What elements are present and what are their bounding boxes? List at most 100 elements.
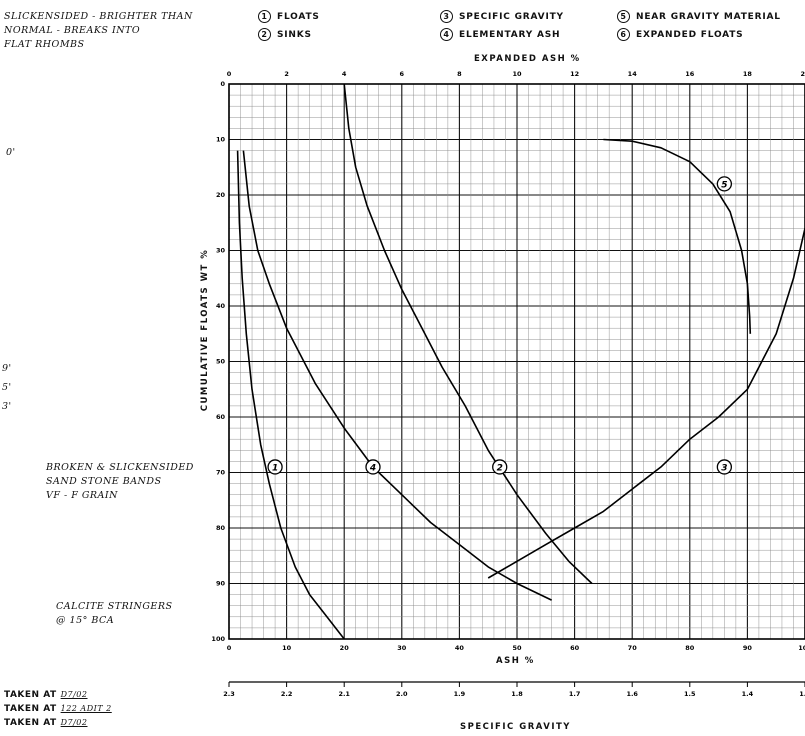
taken-at-label: TAKEN AT — [4, 704, 57, 714]
legend-label: SPECIFIC GRAVITY — [459, 11, 564, 22]
top-tick-label: 18 — [743, 70, 753, 78]
curve-tag-circle — [267, 459, 283, 475]
sg-tick-label: 1.3 — [799, 690, 805, 698]
y-tick-label: 50 — [216, 358, 226, 366]
legend-label: FLOATS — [277, 11, 320, 22]
legend-label: NEAR GRAVITY MATERIAL — [636, 11, 781, 22]
sg-axis-title: SPECIFIC GRAVITY — [460, 722, 571, 732]
plot-frame — [228, 83, 805, 640]
curve-sinks — [343, 84, 593, 585]
sg-tick-label: 1.7 — [569, 690, 581, 698]
top-tick-label: 2 — [284, 70, 289, 78]
note-top: SLICKENSIDED - BRIGHTER THAN NORMAL - BR… — [4, 10, 193, 52]
sg-tick-label: 1.4 — [742, 690, 754, 698]
curve-near-gravity-material — [603, 138, 752, 334]
y-tick-label: 60 — [216, 413, 226, 421]
y-tick-label: 90 — [216, 580, 226, 588]
margin-mark: 9' — [2, 363, 12, 374]
chart-ticks: 0102030405060708090100010203040506070809… — [211, 70, 805, 698]
sg-tick-label: 2.2 — [281, 690, 293, 698]
taken-at-value: D7/02 — [60, 690, 88, 699]
curve-tag-circle — [716, 459, 733, 475]
legend-number: 2 — [258, 28, 271, 41]
x-axis-title: ASH % — [496, 656, 535, 666]
curve-tag-label: 1 — [272, 463, 278, 473]
top-axis-title: EXPANDED ASH % — [474, 54, 581, 64]
sg-tick-label: 2.3 — [223, 690, 235, 698]
taken-at-row: TAKEN AT 122 ADIT 2 — [4, 704, 112, 714]
note-line: CALCITE STRINGERS — [56, 601, 173, 612]
note-line: FLAT RHOMBS — [4, 39, 85, 50]
note-line: SAND STONE BANDS — [46, 476, 162, 487]
sg-tick-label: 2.1 — [338, 690, 350, 698]
x-tick-label: 90 — [743, 644, 753, 652]
chart-curves — [236, 84, 805, 639]
curve-tag-circle — [492, 459, 508, 475]
curve-specific-gravity — [487, 228, 805, 579]
curve-tag-label: 3 — [721, 463, 727, 473]
curve-tags: 1 2 3 4 5 — [267, 176, 733, 475]
top-tick-label: 12 — [570, 70, 579, 78]
sg-tick-label: 2.0 — [396, 690, 408, 698]
x-tick-label: 20 — [340, 644, 350, 652]
top-tick-label: 14 — [628, 70, 638, 78]
y-tick-label: 0 — [220, 80, 225, 88]
x-tick-label: 60 — [570, 644, 580, 652]
y-tick-label: 100 — [211, 635, 225, 643]
legend-item-near-gravity-material: 5 NEAR GRAVITY MATERIAL — [617, 10, 781, 23]
taken-at-value: 122 ADIT 2 — [60, 704, 112, 713]
curve-floats — [236, 150, 345, 639]
curve-tag-label: 4 — [369, 463, 376, 473]
sg-tick-label: 1.8 — [511, 690, 523, 698]
top-tick-label: 8 — [457, 70, 462, 78]
y-tick-label: 20 — [216, 191, 226, 199]
legend-number: 6 — [617, 28, 630, 41]
top-tick-label: 20 — [800, 70, 805, 78]
note-line: SLICKENSIDED - BRIGHTER THAN — [4, 11, 193, 22]
note-bottom: CALCITE STRINGERS @ 15° BCA — [56, 600, 173, 628]
margin-mark: 5' — [2, 382, 12, 393]
legend-item-floats: 1 FLOATS — [258, 10, 320, 23]
legend-item-expanded-floats: 6 EXPANDED FLOATS — [617, 28, 743, 41]
x-tick-label: 70 — [628, 644, 638, 652]
top-tick-label: 16 — [685, 70, 695, 78]
x-tick-label: 80 — [685, 644, 695, 652]
top-tick-label: 10 — [512, 70, 522, 78]
note-middle: BROKEN & SLICKENSIDED SAND STONE BANDS V… — [46, 461, 194, 503]
taken-at-row: TAKEN AT D7/02 — [4, 718, 88, 728]
note-line: VF - F GRAIN — [46, 490, 118, 501]
legend-item-sinks: 2 SINKS — [258, 28, 312, 41]
note-line: NORMAL - BREAKS INTO — [4, 25, 141, 36]
sg-tick-label: 1.9 — [454, 690, 466, 698]
x-tick-label: 30 — [397, 644, 407, 652]
x-tick-label: 0 — [227, 644, 232, 652]
x-tick-label: 40 — [455, 644, 465, 652]
taken-at-row: TAKEN AT D7/02 — [4, 690, 88, 700]
legend-number: 4 — [440, 28, 453, 41]
legend-number: 5 — [617, 10, 630, 23]
sg-tick-label: 1.5 — [684, 690, 696, 698]
curve-tag-label: 2 — [497, 463, 503, 473]
legend-label: SINKS — [277, 29, 312, 40]
legend-item-elementary-ash: 4 ELEMENTARY ASH — [440, 28, 560, 41]
x-tick-label: 100 — [798, 644, 805, 652]
taken-at-value: D7/02 — [60, 718, 88, 727]
x-tick-label: 10 — [282, 644, 292, 652]
curve-elementary-ash — [242, 150, 552, 601]
x-tick-label: 50 — [512, 644, 522, 652]
legend-label: ELEMENTARY ASH — [459, 29, 561, 40]
taken-at-label: TAKEN AT — [4, 718, 57, 728]
note-line: BROKEN & SLICKENSIDED — [46, 462, 194, 473]
curve-tag-circle — [716, 176, 733, 192]
taken-at-label: TAKEN AT — [4, 690, 57, 700]
legend-number: 1 — [258, 10, 271, 23]
y-tick-label: 40 — [216, 302, 226, 310]
curve-tag-label: 5 — [721, 180, 727, 190]
legend-number: 3 — [440, 10, 453, 23]
y-tick-label: 80 — [216, 524, 226, 532]
y-tick-label: 10 — [216, 136, 226, 144]
sg-tick-label: 1.6 — [626, 690, 638, 698]
top-tick-label: 0 — [227, 70, 232, 78]
legend-item-specific-gravity: 3 SPECIFIC GRAVITY — [440, 10, 564, 23]
